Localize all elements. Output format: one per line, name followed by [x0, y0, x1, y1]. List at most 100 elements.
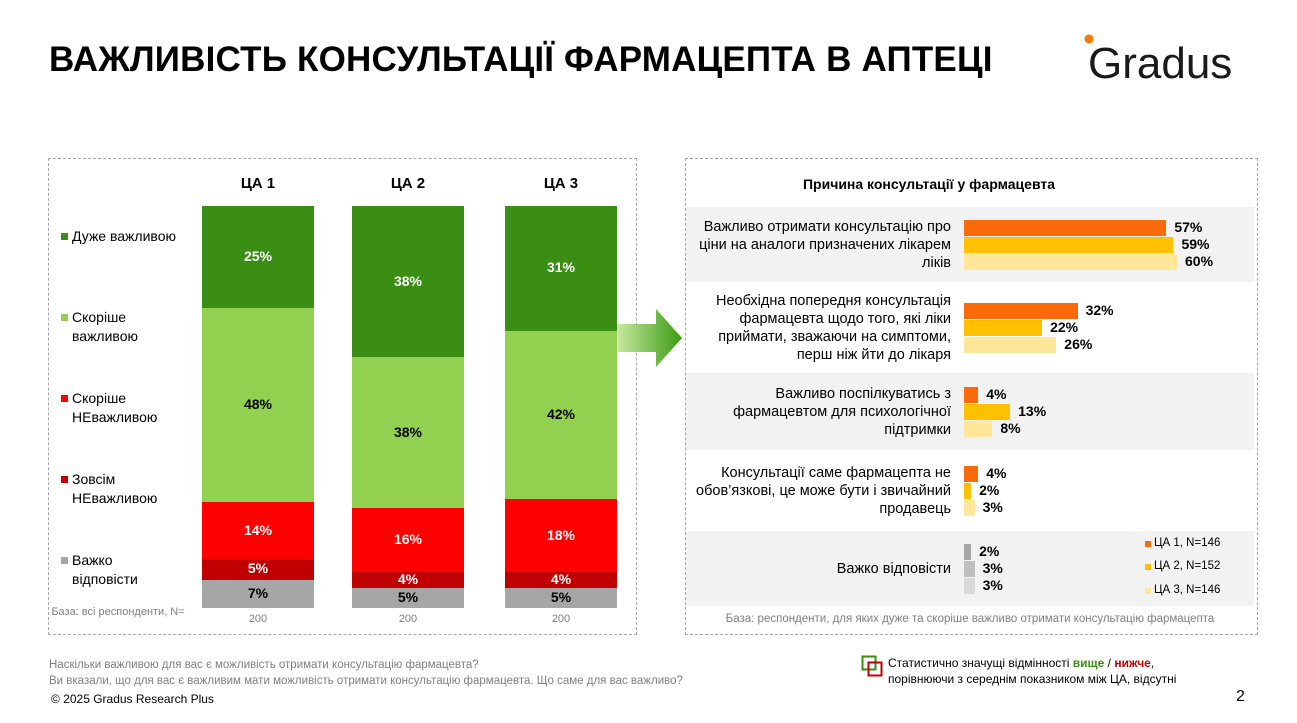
bar-segment-label: 25%: [243, 247, 273, 264]
base-n-value: 200: [551, 613, 571, 625]
bar-value-label: 22%: [1050, 318, 1079, 335]
bar: [964, 236, 1174, 253]
bar: [964, 499, 975, 516]
bar-segment-label: 18%: [546, 526, 576, 543]
bar-segment-label: 48%: [243, 395, 273, 412]
sig-line-2: порівнюючи з середнім показником між ЦА,…: [888, 672, 1177, 686]
legend-label: Дуже важливою: [72, 228, 176, 244]
bar-segment-label: 7%: [247, 584, 269, 601]
legend-swatch: [61, 395, 68, 402]
bar-value-label: 13%: [1018, 402, 1047, 419]
bar-segment: [505, 499, 617, 572]
bar-segment-label: 16%: [393, 531, 423, 548]
bar-segment: [505, 587, 617, 608]
legend-item-rather-important: Скоріше важливою: [61, 308, 182, 346]
legend-item-not-important: Зовсім НЕважливою: [61, 470, 182, 508]
right-legend-item-ca3: ЦА 3, N=146: [1145, 584, 1221, 596]
bar-segment: [352, 206, 464, 358]
base-label: База: всі респонденти, N=: [51, 606, 185, 618]
bar-segment: [202, 559, 314, 580]
left-chart-panel: [48, 158, 637, 635]
legend-swatch: [1145, 564, 1151, 570]
bar-segment: [202, 502, 314, 560]
row-label: Важко відповісти: [836, 560, 951, 577]
bar-value-label: 32%: [1085, 301, 1114, 318]
bar: [964, 543, 972, 560]
gradus-logo: Gradus: [1084, 34, 1232, 88]
legend-swatch: [61, 557, 68, 564]
legend-item-hard-to-say: Важко відповісти: [61, 551, 182, 589]
bar-segment-label: 38%: [393, 423, 423, 440]
bar-segment: [202, 206, 314, 308]
legend-label: Зовсім НЕважливою: [72, 471, 158, 506]
bar: [964, 577, 975, 594]
arrow-right-icon: [618, 309, 682, 367]
bar-value-label: 8%: [1000, 419, 1021, 436]
bar-segment-label: 4%: [550, 570, 572, 587]
footnote: Наскільки важливою для вас є можливість …: [49, 658, 683, 689]
column-header: ЦА 2: [390, 175, 426, 192]
bar: [964, 482, 972, 499]
bar-value-label: 59%: [1181, 235, 1210, 252]
bar: [964, 253, 1177, 270]
bar-segment-label: 31%: [546, 259, 576, 276]
bar-segment-label: 4%: [397, 571, 419, 588]
legend-swatch: [61, 476, 68, 483]
right-chart-title: Причина консультації у фармацевта: [802, 176, 1056, 192]
bar: [964, 336, 1057, 353]
bar-segment-label: 14%: [243, 521, 273, 538]
bar-segment: [202, 579, 314, 608]
footnote-line-2: Ви вказали, що для вас є важливим мати м…: [49, 674, 683, 687]
sig-higher: вище: [1072, 656, 1105, 670]
bar-segment: [352, 357, 464, 509]
significance-icon: [861, 655, 883, 677]
bar: [964, 560, 975, 577]
bar-value-label: 60%: [1185, 252, 1214, 269]
row-label: Консультації саме фармацепта не обов’язк…: [696, 464, 951, 517]
bar-segment-label: 5%: [397, 589, 419, 606]
row-label: Важливо поспілкуватись з фармацевтом для…: [733, 385, 951, 438]
sig-lower: нижче: [1114, 656, 1151, 670]
bar-segment-label: 5%: [247, 560, 269, 577]
page-number: 2: [1236, 688, 1245, 705]
bar-segment-label: 42%: [546, 406, 576, 423]
base-n-value: 200: [398, 613, 418, 625]
legend-label: Скоріше НЕважливою: [72, 390, 158, 425]
legend-label: ЦА 1, N=146: [1154, 537, 1221, 549]
legend-label: Важко відповісти: [72, 552, 138, 587]
sig-suffix: ,: [1150, 656, 1155, 670]
legend-swatch: [61, 314, 68, 321]
right-legend-item-ca2: ЦА 2, N=152: [1145, 560, 1221, 572]
legend-label: ЦА 3, N=146: [1154, 584, 1221, 596]
bar-segment: [505, 330, 617, 500]
legend-item-very-important: Дуже важливою: [61, 227, 182, 246]
row-label: Важливо отримати консультацію про ціни н…: [699, 218, 951, 271]
sig-sep: /: [1104, 656, 1115, 670]
legend-label: Скоріше важливою: [72, 309, 138, 344]
bar-value-label: 2%: [979, 481, 1000, 498]
right-base-note: База: респонденти, для яких дуже та скор…: [725, 613, 1215, 625]
bar-value-label: 26%: [1064, 335, 1093, 352]
bar-segment-label: 38%: [393, 272, 423, 289]
bar-value-label: 4%: [986, 385, 1007, 402]
bar: [964, 386, 979, 403]
bar: [964, 302, 1078, 319]
bar: [964, 420, 993, 437]
bar-segment: [352, 572, 464, 589]
bar-value-label: 3%: [982, 576, 1003, 593]
bar-segment: [505, 571, 617, 588]
bar: [964, 465, 979, 482]
sig-prefix: Статистично значущі відмінності: [888, 656, 1073, 670]
legend-swatch: [1145, 541, 1151, 547]
bar-segment: [505, 206, 617, 331]
bar-segment-label: 5%: [550, 588, 572, 605]
bar-value-label: 3%: [982, 498, 1003, 515]
legend-item-rather-unimportant: Скоріше НЕважливою: [61, 389, 182, 427]
page-title: ВАЖЛИВІСТЬ КОНСУЛЬТАЦІЇ ФАРМАЦЕПТА В АПТ…: [49, 40, 993, 79]
legend-label: ЦА 2, N=152: [1154, 560, 1221, 572]
bar: [964, 219, 1167, 236]
right-chart-panel: [685, 158, 1258, 635]
bar-segment: [352, 508, 464, 573]
bar: [964, 319, 1043, 336]
column-header: ЦА 3: [543, 175, 579, 192]
